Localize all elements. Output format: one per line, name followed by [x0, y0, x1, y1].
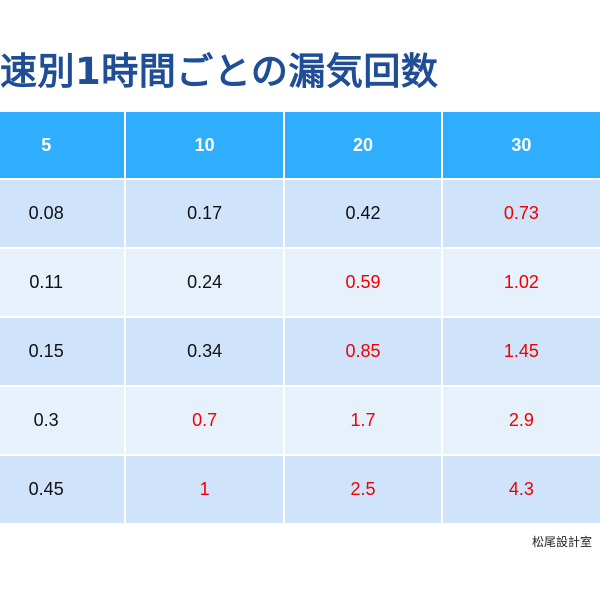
- table-cell: 0.7: [124, 385, 285, 456]
- table-cell: 1.7: [282, 385, 444, 456]
- table-cell: 2.5: [282, 454, 444, 525]
- table-cell: 0.11: [0, 247, 127, 318]
- table-cell: 0.15: [0, 316, 127, 387]
- slide-title: 速別1時間ごとの漏気回数: [0, 50, 439, 93]
- table-cell: 0.34: [124, 316, 285, 387]
- table-cell: 1: [124, 454, 285, 525]
- header-cell: 5: [0, 110, 127, 180]
- table-row: 0.11 0.24 0.59 1.02: [0, 247, 600, 318]
- table-cell: 0.08: [0, 178, 127, 249]
- table-cell: 1.02: [441, 247, 600, 318]
- table-cell: 2.9: [441, 385, 600, 456]
- table-cell: 0.59: [282, 247, 444, 318]
- table-cell: 0.3: [0, 385, 127, 456]
- table-row: 0.3 0.7 1.7 2.9: [0, 385, 600, 456]
- table-header-row: 5 10 20 30: [0, 110, 600, 180]
- header-cell: 30: [441, 110, 600, 180]
- table-cell: 0.17: [124, 178, 285, 249]
- table-cell: 0.45: [0, 454, 127, 525]
- table-cell: 4.3: [441, 454, 600, 525]
- table-cell: 0.73: [441, 178, 600, 249]
- table-cell: 1.45: [441, 316, 600, 387]
- table-row: 0.15 0.34 0.85 1.45: [0, 316, 600, 387]
- table-cell: 0.24: [124, 247, 285, 318]
- air-leakage-table: 5 10 20 30 0.08 0.17 0.42 0.73 0.11 0.24…: [0, 110, 600, 525]
- table-cell: 0.42: [282, 178, 444, 249]
- table-row: 0.08 0.17 0.42 0.73: [0, 178, 600, 249]
- table-cell: 0.85: [282, 316, 444, 387]
- author-credit: 松尾設計室: [531, 535, 592, 549]
- table-row: 0.45 1 2.5 4.3: [0, 454, 600, 525]
- header-cell: 10: [124, 110, 285, 180]
- header-cell: 20: [282, 110, 444, 180]
